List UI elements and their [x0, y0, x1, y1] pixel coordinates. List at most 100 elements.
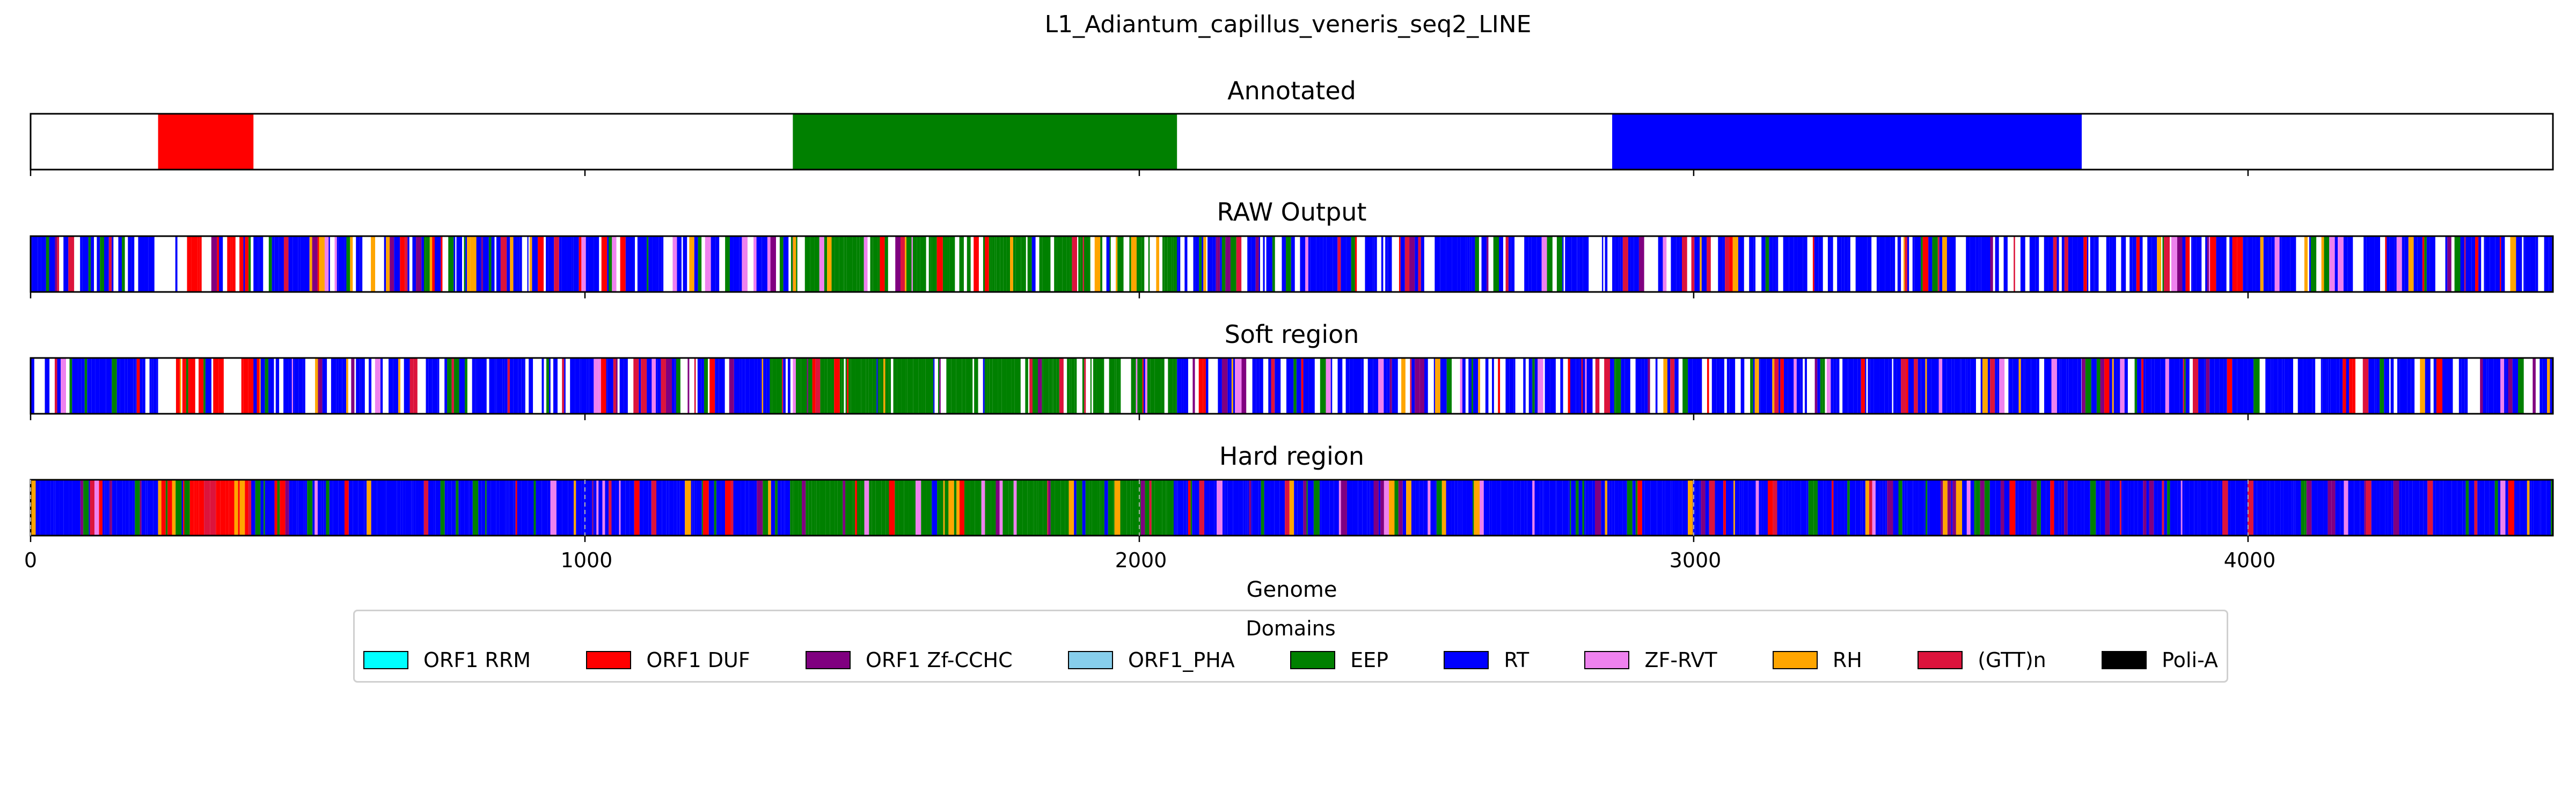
domain-segment: [1901, 358, 1907, 414]
domain-segment: [1014, 358, 1021, 414]
domain-segment: [1797, 236, 1803, 292]
domain-segment: [875, 480, 882, 536]
domain-segment: [323, 480, 326, 536]
domain-segment: [992, 236, 995, 292]
domain-segment: [572, 236, 574, 292]
domain-segment: [1848, 358, 1854, 414]
domain-segment: [1021, 236, 1026, 292]
domain-segment: [1707, 236, 1711, 292]
domain-segment: [1997, 236, 1999, 292]
domain-segment: [2295, 480, 2301, 536]
domain-segment: [1491, 480, 1497, 536]
domain-segment: [1456, 480, 1458, 536]
domain-segment: [1255, 236, 1259, 292]
domain-segment: [876, 358, 878, 414]
domain-segment: [1218, 358, 1222, 414]
domain-segment: [2362, 358, 2369, 414]
domain-segment: [1974, 480, 1976, 536]
domain-segment: [1560, 358, 1563, 414]
domain-segment: [1880, 480, 1883, 536]
domain-segment: [1671, 480, 1673, 536]
domain-segment: [2527, 480, 2530, 536]
domain-segment: [965, 358, 971, 414]
domain-segment: [1102, 358, 1104, 414]
domain-segment: [1378, 480, 1381, 536]
domain-segment: [2208, 236, 2211, 292]
domain-segment: [1780, 358, 1784, 414]
domain-segment: [1779, 358, 1781, 414]
domain-segment: [336, 236, 339, 292]
domain-segment: [1905, 236, 1907, 292]
domain-segment: [901, 236, 905, 292]
legend-item-rt: RT: [1444, 648, 1529, 672]
domain-segment: [99, 358, 106, 414]
domain-segment: [517, 480, 522, 536]
domain-segment: [1074, 358, 1077, 414]
domain-segment: [2489, 480, 2495, 536]
domain-segment: [1031, 236, 1036, 292]
domain-segment: [2072, 236, 2078, 292]
domain-segment: [2433, 358, 2436, 414]
domain-segment: [46, 480, 51, 536]
domain-segment: [99, 480, 103, 536]
domain-segment: [142, 358, 145, 414]
domain-segment: [956, 480, 960, 536]
domain-segment: [1052, 358, 1053, 414]
domain-segment: [2321, 358, 2323, 414]
legend-swatch: [1290, 651, 1336, 669]
domain-segment: [651, 480, 657, 536]
domain-segment: [1761, 480, 1763, 536]
domain-segment: [643, 480, 649, 536]
domain-segment: [2164, 236, 2170, 292]
domain-segment: [398, 358, 401, 414]
domain-segment: [2399, 480, 2402, 536]
domain-segment: [1329, 480, 1331, 536]
domain-segment: [1025, 358, 1028, 414]
domain-segment: [1204, 480, 1210, 536]
domain-segment: [470, 236, 477, 292]
domain-segment: [556, 480, 562, 536]
domain-segment: [2426, 236, 2430, 292]
domain-segment: [106, 358, 112, 414]
domain-segment: [407, 236, 409, 292]
domain-segment: [1885, 480, 1887, 536]
domain-segment: [2164, 480, 2167, 536]
domain-segment: [1960, 358, 1962, 414]
domain-segment: [1691, 236, 1695, 292]
domain-segment: [1115, 358, 1117, 414]
domain-segment: [2154, 480, 2158, 536]
domain-segment: [248, 358, 254, 414]
domain-segment: [2109, 236, 2112, 292]
domain-segment: [1346, 236, 1351, 292]
domain-segment: [499, 480, 506, 536]
domain-segment: [2073, 480, 2077, 536]
domain-segment: [2339, 358, 2343, 414]
domain-segment: [1252, 480, 1259, 536]
domain-segment: [625, 236, 631, 292]
domain-segment: [992, 358, 998, 414]
domain-segment: [87, 358, 92, 414]
domain-segment: [2237, 358, 2244, 414]
x-tick-label: 0: [24, 548, 38, 572]
domain-segment: [2216, 236, 2221, 292]
domain-segment: [1594, 480, 1601, 536]
domain-segment: [1772, 358, 1775, 414]
domain-segment: [2009, 358, 2013, 414]
domain-segment: [2015, 480, 2018, 536]
domain-segment: [855, 358, 861, 414]
domain-segment: [1096, 358, 1103, 414]
domain-segment: [2200, 480, 2202, 536]
domain-segment: [662, 236, 664, 292]
domain-segment: [456, 480, 459, 536]
domain-segment: [1387, 358, 1390, 414]
domain-segment: [1627, 480, 1633, 536]
domain-segment: [1337, 358, 1343, 414]
domain-segment: [536, 480, 542, 536]
domain-segment: [683, 236, 687, 292]
domain-segment: [641, 358, 647, 414]
domain-segment: [227, 480, 229, 536]
domain-segment: [2177, 480, 2179, 536]
domain-segment: [1903, 236, 1905, 292]
domain-segment: [40, 480, 46, 536]
